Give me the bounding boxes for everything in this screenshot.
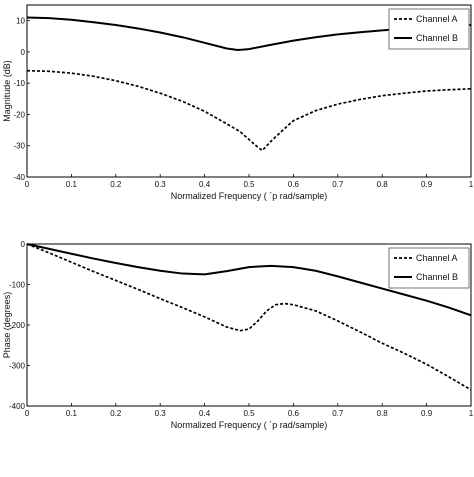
magnitude-y-tick-label: 0 [21, 48, 26, 57]
phase-x-tick-label: 0.5 [243, 409, 255, 418]
magnitude-x-axis-label: Normalized Frequency ( ´p rad/sample) [171, 191, 328, 201]
magnitude-x-tick-label: 0.2 [110, 180, 122, 189]
magnitude-legend-box [388, 8, 470, 50]
phase-x-tick-label: 0 [25, 409, 30, 418]
magnitude-x-tick-label: 0.8 [377, 180, 389, 189]
magnitude-y-tick-label: -20 [13, 110, 25, 119]
phase-x-tick-label: 0.1 [66, 409, 78, 418]
magnitude-legend-label-channel-b: Channel B [416, 33, 458, 43]
magnitude-legend-label-channel-a: Channel A [416, 14, 458, 24]
magnitude-x-tick-label: 0.3 [155, 180, 167, 189]
phase-y-tick-label: 0 [21, 240, 26, 249]
magnitude-x-tick-label: 1 [469, 180, 474, 189]
phase-x-tick-label: 0.3 [155, 409, 167, 418]
phase-legend-label-channel-a: Channel A [416, 253, 458, 263]
magnitude-y-tick-label: -40 [13, 173, 25, 182]
magnitude-y-tick-label: 10 [16, 17, 25, 26]
phase-y-tick-label: -100 [9, 281, 26, 290]
phase-y-tick-label: -400 [9, 402, 26, 411]
magnitude-x-tick-label: 0 [25, 180, 30, 189]
phase-y-tick-label: -200 [9, 321, 26, 330]
magnitude-x-tick-label: 0.4 [199, 180, 211, 189]
magnitude-y-tick-label: -30 [13, 142, 25, 151]
magnitude-x-tick-label: 0.7 [332, 180, 344, 189]
phase-legend-label-channel-b: Channel B [416, 272, 458, 282]
magnitude-x-tick-label: 0.1 [66, 180, 78, 189]
magnitude-chart: 0 0.1 0.2 0.3 0.4 0.5 0.6 0.7 0.8 0.9 1 10 0 -10 -20 -3… [2, 4, 474, 201]
phase-x-tick-label: 1 [469, 409, 474, 418]
phase-x-axis-label: Normalized Frequency ( ´p rad/sample) [171, 420, 328, 430]
phase-series-line-channel-b [26, 243, 472, 317]
phase-x-tick-label: 0.7 [332, 409, 344, 418]
phase-legend: Channel A Channel B [388, 247, 470, 289]
magnitude-y-tick-label: -10 [13, 79, 25, 88]
phase-x-tick-label: 0.6 [288, 409, 300, 418]
magnitude-x-tick-label: 0.9 [421, 180, 433, 189]
phase-x-tick-label: 0.2 [110, 409, 122, 418]
phase-x-tick-label: 0.9 [421, 409, 433, 418]
magnitude-legend: Channel A Channel B [388, 8, 470, 50]
magnitude-x-tick-label: 0.6 [288, 180, 300, 189]
phase-y-axis-label: Phase (degrees) [2, 292, 12, 359]
phase-legend-box [388, 247, 470, 289]
phase-series-line-channel-a [26, 243, 472, 391]
phase-chart: 0 0.1 0.2 0.3 0.4 0.5 0.6 0.7 0.8 0.9 1 0 -100 -200 -3… [2, 240, 474, 430]
magnitude-x-tick-label: 0.5 [243, 180, 255, 189]
magnitude-y-axis-label: Magnitude (dB) [2, 60, 12, 122]
phase-x-tick-label: 0.8 [377, 409, 389, 418]
phase-x-tick-label: 0.4 [199, 409, 211, 418]
phase-y-tick-label: -300 [9, 362, 26, 371]
